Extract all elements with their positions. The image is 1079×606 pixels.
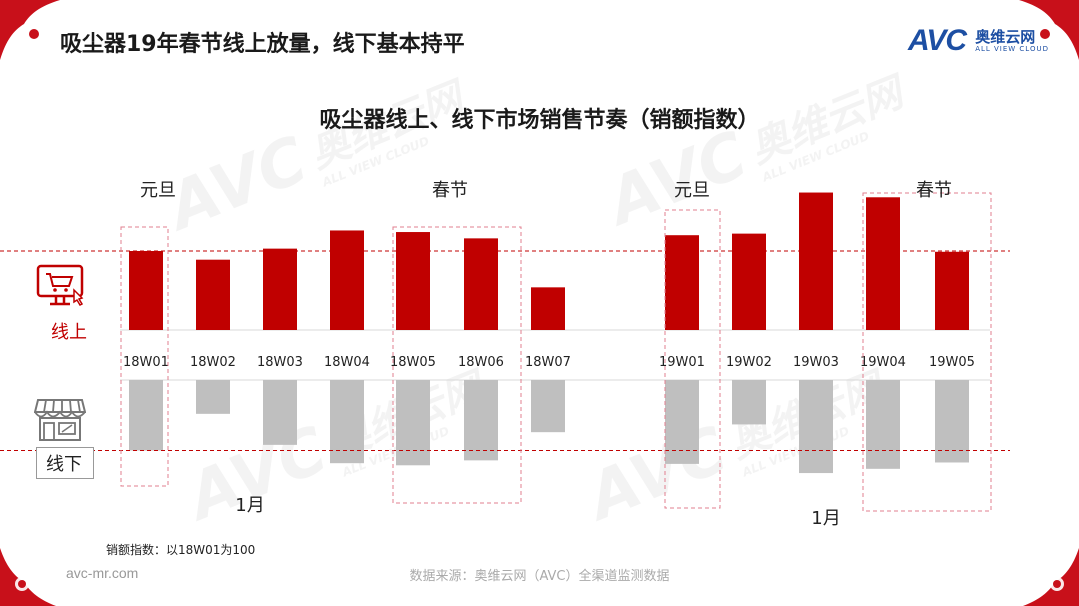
offline-bar — [330, 380, 364, 464]
corner-ornament-bottom-left — [0, 548, 56, 606]
shopping-cart-computer-icon — [36, 264, 84, 306]
annotation-new-year-2018: 元旦 — [140, 180, 176, 201]
offline-bar — [732, 380, 766, 425]
month-label-2018: 1月 — [235, 495, 265, 516]
offline-bar — [396, 380, 430, 466]
chart-title: 吸尘器线上、线下市场销售节奏（销额指数） — [319, 108, 760, 133]
data-source: 数据来源：奥维云网（AVC）全渠道监测数据 — [409, 569, 670, 584]
offline-bar — [129, 380, 163, 451]
online-bar — [665, 235, 699, 330]
annotation-spring-2018: 春节 — [432, 180, 468, 201]
site-url: avc-mr.com — [66, 565, 139, 581]
offline-label-box — [36, 447, 94, 479]
offline-bar — [665, 380, 699, 464]
brand-en: ALL VIEW CLOUD — [975, 45, 1049, 53]
online-bar — [732, 233, 766, 330]
online-bar — [531, 287, 565, 330]
offline-bar — [263, 380, 297, 445]
offline-channel-label: 线下 — [46, 454, 82, 475]
online-bar — [263, 248, 297, 330]
x-tick-label: 19W03 — [793, 355, 839, 370]
x-tick-label: 19W02 — [726, 355, 772, 370]
brand-logo: AVC 奥维云网 ALL VIEW CLOUD — [908, 24, 1049, 58]
brand-cn: 奥维云网 — [975, 28, 1036, 46]
corner-ornament-bottom-right — [1023, 548, 1079, 606]
x-tick-label: 18W06 — [458, 355, 504, 370]
x-tick-label: 19W05 — [929, 355, 975, 370]
annotation-new-year-2019: 元旦 — [674, 180, 710, 201]
corner-ornament-top-right — [1019, 0, 1079, 60]
offline-bar — [935, 380, 969, 463]
online-bar — [129, 251, 163, 330]
x-tick-label: 19W01 — [659, 355, 705, 370]
offline-bar — [531, 380, 565, 433]
online-channel-label: 线上 — [51, 322, 87, 343]
x-tick-label: 18W07 — [525, 355, 571, 370]
offline-bar — [196, 380, 230, 414]
storefront-icon — [34, 399, 86, 441]
annotation-spring-2019: 春节 — [916, 180, 952, 201]
holiday-highlight-box — [664, 209, 721, 509]
offline-bar — [464, 380, 498, 461]
offline-bar — [866, 380, 900, 469]
holiday-highlight-box — [392, 226, 522, 504]
online-bar — [866, 197, 900, 330]
month-label-2019: 1月 — [811, 508, 841, 529]
online-bar — [196, 259, 230, 330]
online-bar — [330, 230, 364, 330]
x-tick-label: 18W05 — [390, 355, 436, 370]
slide-title: 吸尘器19年春节线上放量，线下基本持平 — [60, 32, 465, 57]
brand-text: 奥维云网 ALL VIEW CLOUD — [975, 29, 1049, 53]
offline-bar — [799, 380, 833, 474]
online-bar — [464, 238, 498, 330]
x-tick-label: 18W04 — [324, 355, 370, 370]
index-footnote: 销额指数：以18W01为100 — [106, 543, 256, 557]
x-tick-label: 19W04 — [860, 355, 906, 370]
x-tick-label: 18W01 — [123, 355, 169, 370]
online-bar — [396, 232, 430, 330]
brand-mark: AVC — [907, 24, 967, 57]
corner-ornament-top-left — [0, 0, 60, 60]
holiday-highlight-box — [862, 192, 992, 512]
holiday-highlight-box — [120, 226, 169, 487]
x-tick-label: 18W03 — [257, 355, 303, 370]
online-bar — [935, 251, 969, 330]
online-bar — [799, 192, 833, 330]
x-tick-label: 18W02 — [190, 355, 236, 370]
